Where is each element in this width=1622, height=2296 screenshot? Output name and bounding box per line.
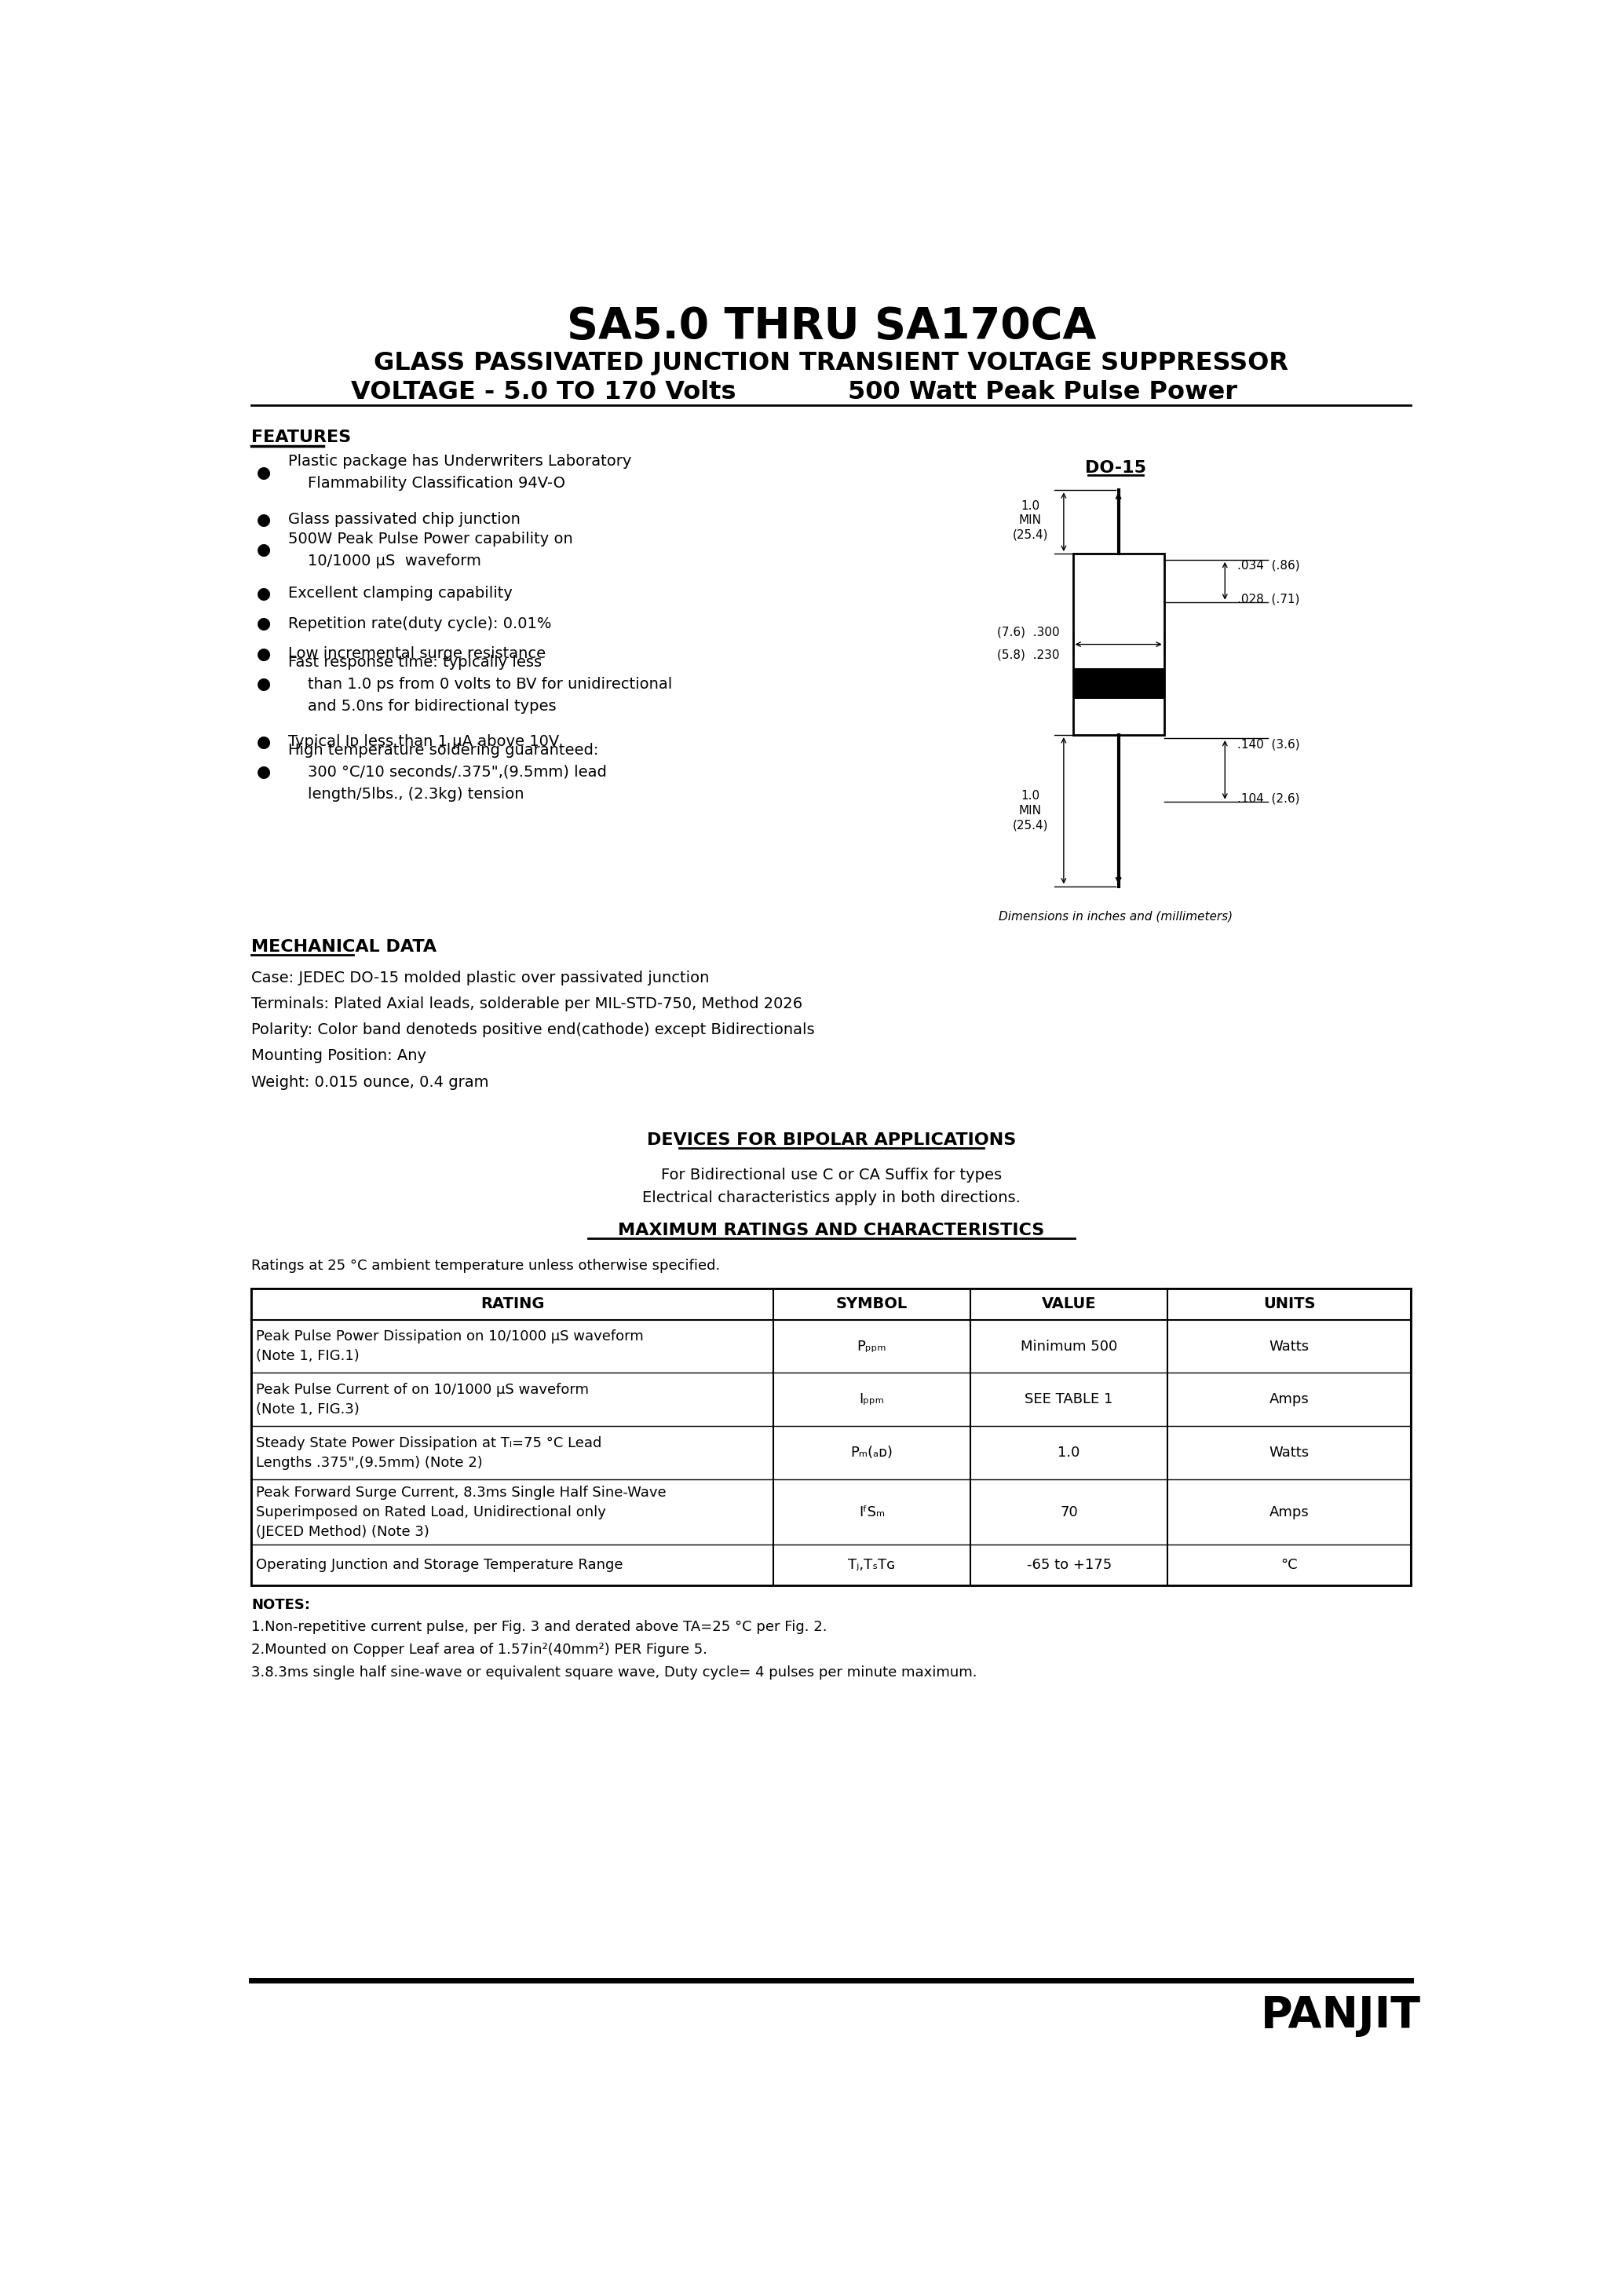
Text: .028  (.71): .028 (.71) (1238, 592, 1299, 604)
Text: ●: ● (256, 585, 271, 602)
Text: ●: ● (256, 615, 271, 631)
Text: FEATURES: FEATURES (251, 429, 352, 445)
Text: Case: JEDEC DO-15 molded plastic over passivated junction: Case: JEDEC DO-15 molded plastic over pa… (251, 971, 709, 985)
Text: Ratings at 25 °C ambient temperature unless otherwise specified.: Ratings at 25 °C ambient temperature unl… (251, 1258, 720, 1272)
Text: RATING: RATING (480, 1297, 545, 1311)
Text: Plastic package has Underwriters Laboratory
    Flammability Classification 94V-: Plastic package has Underwriters Laborat… (289, 455, 631, 491)
Text: Amps: Amps (1270, 1504, 1309, 1520)
Text: 1.Non-repetitive current pulse, per Fig. 3 and derated above TA=25 °C per Fig. 2: 1.Non-repetitive current pulse, per Fig.… (251, 1619, 827, 1635)
Text: .104  (2.6): .104 (2.6) (1238, 792, 1299, 804)
Text: -65 to +175: -65 to +175 (1027, 1559, 1111, 1573)
Text: Peak Forward Surge Current, 8.3ms Single Half Sine-Wave
Superimposed on Rated Lo: Peak Forward Surge Current, 8.3ms Single… (256, 1486, 667, 1538)
Text: .140  (3.6): .140 (3.6) (1238, 739, 1299, 751)
Bar (1072, 668, 1165, 698)
Text: UNITS: UNITS (1264, 1297, 1315, 1311)
Text: Terminals: Plated Axial leads, solderable per MIL-STD-750, Method 2026: Terminals: Plated Axial leads, solderabl… (251, 996, 803, 1013)
Text: Iₚₚₘ: Iₚₚₘ (860, 1391, 884, 1407)
Text: Dimensions in inches and (millimeters): Dimensions in inches and (millimeters) (999, 912, 1233, 923)
Text: Amps: Amps (1270, 1391, 1309, 1407)
Text: Weight: 0.015 ounce, 0.4 gram: Weight: 0.015 ounce, 0.4 gram (251, 1075, 488, 1091)
Text: Steady State Power Dissipation at Tₗ=75 °C Lead
Lengths .375",(9.5mm) (Note 2): Steady State Power Dissipation at Tₗ=75 … (256, 1435, 602, 1469)
Text: ●: ● (256, 512, 271, 528)
Text: 1.0
MIN
(25.4): 1.0 MIN (25.4) (1012, 501, 1048, 542)
Text: 2.Mounted on Copper Leaf area of 1.57in²(40mm²) PER Figure 5.: 2.Mounted on Copper Leaf area of 1.57in²… (251, 1642, 707, 1658)
Text: ●: ● (256, 765, 271, 781)
Text: DO-15: DO-15 (1085, 459, 1147, 475)
Text: IᶠSₘ: IᶠSₘ (858, 1504, 886, 1520)
Text: VOLTAGE - 5.0 TO 170 Volts: VOLTAGE - 5.0 TO 170 Volts (350, 381, 736, 404)
Text: Peak Pulse Power Dissipation on 10/1000 µS waveform
(Note 1, FIG.1): Peak Pulse Power Dissipation on 10/1000 … (256, 1329, 644, 1364)
Text: VALUE: VALUE (1041, 1297, 1096, 1311)
Text: 1.0: 1.0 (1058, 1446, 1080, 1460)
Text: Fast response time: typically less
    than 1.0 ps from 0 volts to BV for unidir: Fast response time: typically less than … (289, 654, 672, 714)
Text: MAXIMUM RATINGS AND CHARACTERISTICS: MAXIMUM RATINGS AND CHARACTERISTICS (618, 1224, 1045, 1238)
Text: Minimum 500: Minimum 500 (1020, 1339, 1118, 1352)
Text: Glass passivated chip junction: Glass passivated chip junction (289, 512, 521, 528)
Text: Operating Junction and Storage Temperature Range: Operating Junction and Storage Temperatu… (256, 1559, 623, 1573)
Text: High temperature soldering guaranteed:
    300 °C/10 seconds/.375",(9.5mm) lead
: High temperature soldering guaranteed: 3… (289, 742, 607, 801)
Text: ●: ● (256, 542, 271, 558)
Text: .034  (.86): .034 (.86) (1238, 560, 1299, 572)
Text: Tⱼ,TₛTɢ: Tⱼ,TₛTɢ (848, 1559, 895, 1573)
Text: 70: 70 (1061, 1504, 1079, 1520)
Text: Low incremental surge resistance: Low incremental surge resistance (289, 647, 545, 661)
Text: ●: ● (256, 645, 271, 661)
Text: °C: °C (1281, 1559, 1298, 1573)
Text: ●: ● (256, 677, 271, 691)
Text: GLASS PASSIVATED JUNCTION TRANSIENT VOLTAGE SUPPRESSOR: GLASS PASSIVATED JUNCTION TRANSIENT VOLT… (375, 351, 1288, 374)
Text: Repetition rate(duty cycle): 0.01%: Repetition rate(duty cycle): 0.01% (289, 615, 551, 631)
Text: (7.6)  .300: (7.6) .300 (998, 627, 1059, 638)
Text: Watts: Watts (1270, 1339, 1309, 1352)
Text: 1.0
MIN
(25.4): 1.0 MIN (25.4) (1012, 790, 1048, 831)
Text: 3.8.3ms single half sine-wave or equivalent square wave, Duty cycle= 4 pulses pe: 3.8.3ms single half sine-wave or equival… (251, 1665, 976, 1681)
Text: SYMBOL: SYMBOL (835, 1297, 908, 1311)
Text: For Bidirectional use C or CA Suffix for types: For Bidirectional use C or CA Suffix for… (660, 1169, 1002, 1182)
Text: MECHANICAL DATA: MECHANICAL DATA (251, 939, 436, 955)
Bar (1072, 553, 1165, 735)
Text: 500 Watt Peak Pulse Power: 500 Watt Peak Pulse Power (848, 381, 1238, 404)
Text: Pₘ(ₐᴅ): Pₘ(ₐᴅ) (850, 1446, 894, 1460)
Text: ●: ● (256, 464, 271, 480)
Text: PANJIT: PANJIT (1260, 1995, 1421, 2037)
Text: ●: ● (256, 735, 271, 748)
Text: (5.8)  .230: (5.8) .230 (998, 650, 1059, 661)
Text: Watts: Watts (1270, 1446, 1309, 1460)
Text: Pₚₚₘ: Pₚₚₘ (856, 1339, 887, 1352)
Text: Electrical characteristics apply in both directions.: Electrical characteristics apply in both… (642, 1189, 1020, 1205)
Text: Peak Pulse Current of on 10/1000 µS waveform
(Note 1, FIG.3): Peak Pulse Current of on 10/1000 µS wave… (256, 1382, 589, 1417)
Text: Polarity: Color band denoteds positive end(cathode) except Bidirectionals: Polarity: Color band denoteds positive e… (251, 1022, 814, 1038)
Text: 500W Peak Pulse Power capability on
    10/1000 µS  waveform: 500W Peak Pulse Power capability on 10/1… (289, 533, 573, 569)
Text: NOTES:: NOTES: (251, 1598, 310, 1612)
Text: SA5.0 THRU SA170CA: SA5.0 THRU SA170CA (566, 305, 1096, 349)
Text: SEE TABLE 1: SEE TABLE 1 (1025, 1391, 1113, 1407)
Text: Mounting Position: Any: Mounting Position: Any (251, 1049, 427, 1063)
Text: DEVICES FOR BIPOLAR APPLICATIONS: DEVICES FOR BIPOLAR APPLICATIONS (647, 1132, 1015, 1148)
Text: Excellent clamping capability: Excellent clamping capability (289, 585, 513, 602)
Text: Typical Iᴅ less than 1 µA above 10V: Typical Iᴅ less than 1 µA above 10V (289, 735, 560, 748)
